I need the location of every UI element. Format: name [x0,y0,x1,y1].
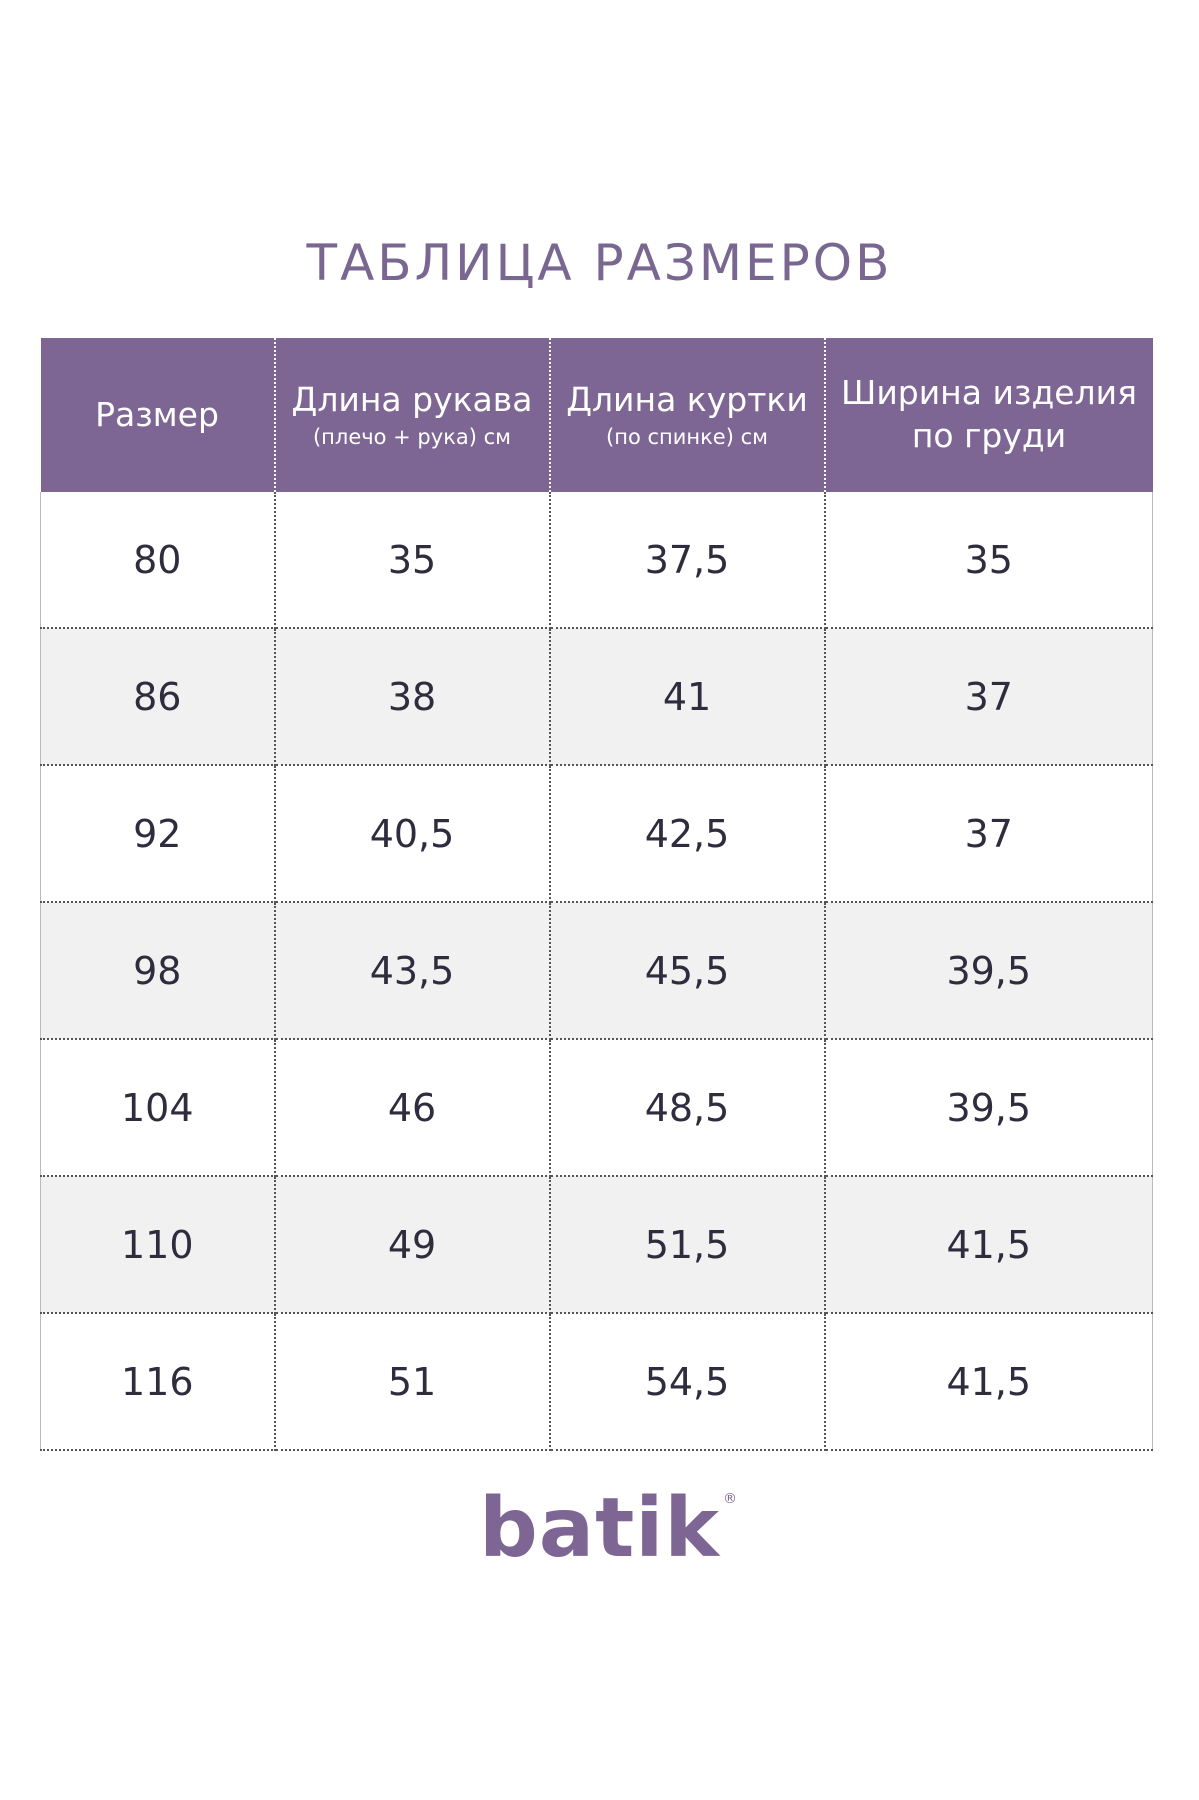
page-title: ТАБЛИЦА РАЗМЕРОВ [306,234,893,292]
cell-chest-width: 41,5 [823,1313,1153,1451]
header-size: Размер [40,338,275,492]
cell-jacket-length: 41 [548,628,826,766]
cell-chest-width: 37 [823,765,1153,903]
cell-sleeve-length: 43,5 [273,902,551,1040]
header-sleeve-length-label: Длина рукава [291,379,533,419]
cell-chest-width: 41,5 [823,1176,1153,1314]
table-row: 98 43,5 45,5 39,5 [40,902,1153,1040]
header-sleeve-length-sub: (плечо + рука) см [312,424,512,449]
table-row: 104 46 48,5 39,5 [40,1039,1153,1177]
brand-logo: batik ® [0,1488,1199,1570]
header-size-label: Размер [95,394,219,434]
cell-size: 80 [40,492,276,629]
cell-sleeve-length: 46 [273,1039,551,1177]
cell-jacket-length: 48,5 [548,1039,826,1177]
header-jacket-length: Длина куртки (по спинке) см [548,338,825,492]
table-header-row: Размер Длина рукава (плечо + рука) см Дл… [40,338,1153,492]
table-row: 80 35 37,5 35 [40,492,1153,629]
cell-sleeve-length: 35 [273,492,551,629]
cell-chest-width: 37 [823,628,1153,766]
header-jacket-length-label: Длина куртки [566,379,808,419]
header-chest-width-label: Ширина изделия по груди [841,373,1137,455]
cell-size: 92 [40,765,276,903]
cell-jacket-length: 54,5 [548,1313,826,1451]
size-table: Размер Длина рукава (плечо + рука) см Дл… [40,338,1153,1451]
cell-jacket-length: 45,5 [548,902,826,1040]
cell-jacket-length: 42,5 [548,765,826,903]
table-row: 116 51 54,5 41,5 [40,1313,1153,1451]
header-jacket-length-sub: (по спинке) см [606,424,768,449]
header-chest-width: Ширина изделия по груди [823,338,1153,492]
cell-sleeve-length: 38 [273,628,551,766]
cell-sleeve-length: 49 [273,1176,551,1314]
cell-size: 98 [40,902,276,1040]
cell-sleeve-length: 51 [273,1313,551,1451]
cell-size: 116 [40,1313,276,1451]
cell-jacket-length: 37,5 [548,492,826,629]
cell-size: 86 [40,628,276,766]
brand-logo-text: batik ® [479,1488,737,1570]
cell-jacket-length: 51,5 [548,1176,826,1314]
cell-size: 110 [40,1176,276,1314]
cell-chest-width: 39,5 [823,1039,1153,1177]
table-row: 86 38 41 37 [40,628,1153,766]
table-row: 92 40,5 42,5 37 [40,765,1153,903]
table-row: 110 49 51,5 41,5 [40,1176,1153,1314]
registered-mark: ® [722,1491,738,1507]
cell-sleeve-length: 40,5 [273,765,551,903]
cell-chest-width: 35 [823,492,1153,629]
size-table-container: Размер Длина рукава (плечо + рука) см Дл… [40,338,1153,1451]
header-sleeve-length: Длина рукава (плечо + рука) см [273,338,550,492]
cell-size: 104 [40,1039,276,1177]
brand-logo-word: batik [479,1481,720,1576]
cell-chest-width: 39,5 [823,902,1153,1040]
